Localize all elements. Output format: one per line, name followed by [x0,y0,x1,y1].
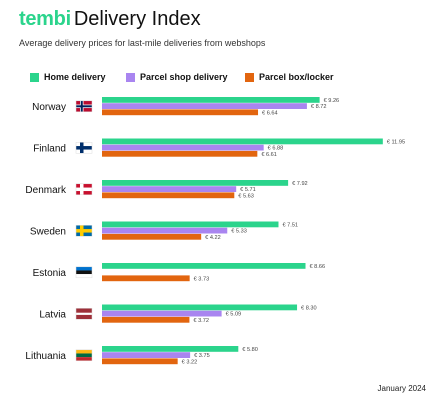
category-label: Denmark [25,185,67,196]
bar [102,346,239,352]
data-label: € 7.92 [292,181,308,187]
data-label: € 3.75 [194,353,210,359]
legend-label-parcel-shop: Parcel shop delivery [140,72,228,82]
data-label: € 3.73 [194,276,210,282]
denmark-flag-icon [75,183,93,196]
category-label: Latvia [39,309,66,320]
bar [102,103,307,109]
bar [102,227,228,234]
bar [102,233,202,240]
legend-label-parcel-box: Parcel box/locker [259,72,334,82]
category-label: Norway [32,102,66,113]
latvia-flag-icon [75,308,93,320]
legend-item-home: Home delivery [30,72,106,82]
bar [102,310,222,317]
data-label: € 9.26 [324,98,340,104]
bar [102,304,298,311]
bar [102,180,289,186]
bar [102,263,306,269]
bar [102,138,383,145]
data-label: € 7.51 [282,223,298,229]
data-label: € 5.33 [231,229,247,235]
estonia-flag-icon [75,266,93,279]
data-label: € 8.30 [301,306,317,312]
chart-title: Delivery Index [73,8,201,30]
bar [102,316,190,323]
bar [102,221,279,228]
bar [102,109,259,116]
bar [102,97,320,103]
sweden-flag-icon [75,225,93,237]
data-label: € 6.61 [261,152,277,158]
legend: Home delivery Parcel shop delivery Parce… [30,72,430,84]
category-label: Sweden [30,226,66,237]
category-label: Estonia [33,268,67,279]
data-label: € 3.72 [193,318,209,324]
legend-swatch-home [30,72,39,82]
category-label: Finland [33,143,66,154]
bar [102,186,237,192]
footer-date: January 2024 [377,384,426,393]
data-label: € 8.72 [311,104,327,110]
data-label: € 8.66 [310,264,326,270]
legend-swatch-parcel-shop [126,72,135,82]
bar [102,352,191,358]
legend-label-home: Home delivery [44,72,106,82]
data-label: € 5.80 [242,347,258,353]
finland-flag-icon [75,142,93,154]
data-label: € 3.22 [182,359,198,365]
data-label: € 5.09 [226,312,242,318]
tembi-logo: tembi [19,8,71,30]
norway-flag-icon [75,100,93,113]
bar [102,358,178,365]
data-label: € 5.63 [238,193,254,199]
bar [102,150,258,157]
lithuania-flag-icon [75,349,93,362]
data-label: € 5.71 [240,187,256,193]
data-label: € 4.22 [205,235,221,241]
bar [102,144,264,151]
header: tembi Delivery Index [19,8,201,31]
legend-swatch-parcel-box [245,72,254,82]
data-label: € 11.95 [387,140,405,146]
legend-item-parcel-shop: Parcel shop delivery [126,72,228,82]
bar [102,192,235,199]
category-label: Lithuania [25,351,66,362]
bar [102,275,190,282]
legend-item-parcel-box: Parcel box/locker [245,72,334,82]
chart-subtitle: Average delivery prices for last-mile de… [19,38,266,48]
data-label: € 6.64 [262,110,278,116]
data-label: € 6.88 [268,146,284,152]
